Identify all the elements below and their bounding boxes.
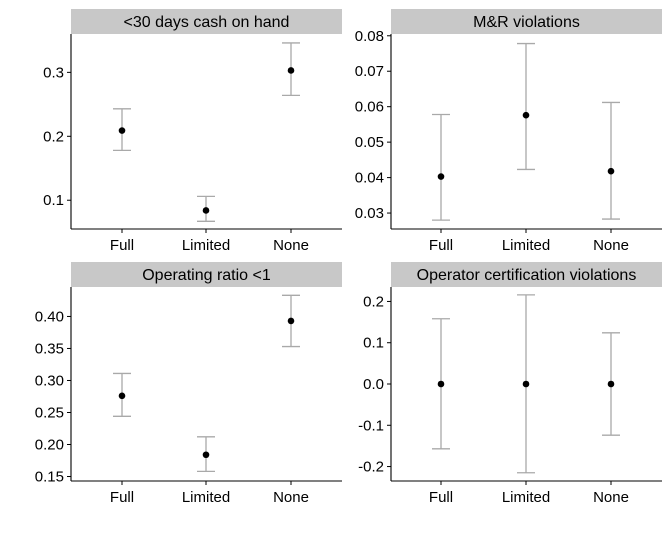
point-estimate <box>287 317 295 325</box>
y-tick-label: 0.15 <box>35 469 64 486</box>
y-tick-label: 0.35 <box>35 340 64 357</box>
x-tick-label: Limited <box>182 489 230 506</box>
panel-1: <30 days cash on hand 0.1 0.2 0.3 Full Limite… <box>43 9 342 254</box>
point-estimate <box>202 451 210 459</box>
x-tick-label: None <box>273 237 309 254</box>
facet-title: <30 days cash on hand <box>124 14 290 31</box>
panel-3: Operating ratio <1 0.15 0.20 0.25 0.30 0.35 0.… <box>35 262 342 506</box>
x-tick-label: None <box>273 489 309 506</box>
facet-title: Operator certification violations <box>417 267 637 284</box>
panel-2: M&R violations 0.03 0.04 0.05 0.06 0.07 0.08 Fu… <box>355 9 662 254</box>
x-tick-label: Limited <box>182 237 230 254</box>
y-tick-label: 0.0 <box>363 376 384 393</box>
x-tick-label: Full <box>110 489 134 506</box>
point-estimate <box>437 380 445 388</box>
facet-title: Operating ratio <1 <box>142 267 271 284</box>
x-tick-label: Full <box>429 237 453 254</box>
point-estimate <box>522 111 530 119</box>
y-tick-label: 0.2 <box>43 128 64 145</box>
y-tick-label: 0.08 <box>355 28 384 45</box>
x-tick-label: None <box>593 489 629 506</box>
panel-4: Operator certification violations -0.2 -0.… <box>358 262 662 506</box>
error-bar <box>517 42 535 171</box>
y-tick-label: 0.06 <box>355 99 384 116</box>
facet-title: M&R violations <box>473 14 580 31</box>
point-estimate <box>522 380 530 388</box>
y-tick-label: 0.04 <box>355 170 384 187</box>
point-estimate <box>607 167 615 175</box>
error-bar <box>602 101 620 220</box>
y-tick-label: 0.07 <box>355 63 384 80</box>
point-estimate <box>118 392 126 400</box>
facet-strip <box>391 262 662 287</box>
facet-strip <box>391 9 662 34</box>
x-tick-label: Full <box>429 489 453 506</box>
point-estimate <box>202 207 210 214</box>
error-bar <box>432 113 450 221</box>
y-tick-label: 0.25 <box>35 404 64 421</box>
y-tick-label: 0.2 <box>363 293 384 310</box>
y-tick-label: 0.03 <box>355 205 384 222</box>
y-tick-label: 0.05 <box>355 134 384 151</box>
y-tick-label: 0.1 <box>363 335 384 352</box>
point-estimate <box>437 173 445 180</box>
x-tick-label: Limited <box>502 489 550 506</box>
facet-strip <box>71 9 342 34</box>
point-estimate <box>118 127 126 134</box>
x-tick-label: None <box>593 237 629 254</box>
x-tick-label: Limited <box>502 237 550 254</box>
y-tick-label: 0.20 <box>35 437 64 454</box>
point-estimate <box>607 380 615 388</box>
y-tick-label: 0.40 <box>35 308 64 325</box>
y-tick-label: 0.3 <box>43 64 64 81</box>
y-tick-label: -0.1 <box>358 417 384 434</box>
facet-strip <box>71 262 342 287</box>
y-tick-label: -0.2 <box>358 459 384 476</box>
y-tick-label: 0.30 <box>35 372 64 389</box>
x-tick-label: Full <box>110 237 134 254</box>
y-tick-label: 0.1 <box>43 192 64 209</box>
point-estimate <box>287 67 295 74</box>
